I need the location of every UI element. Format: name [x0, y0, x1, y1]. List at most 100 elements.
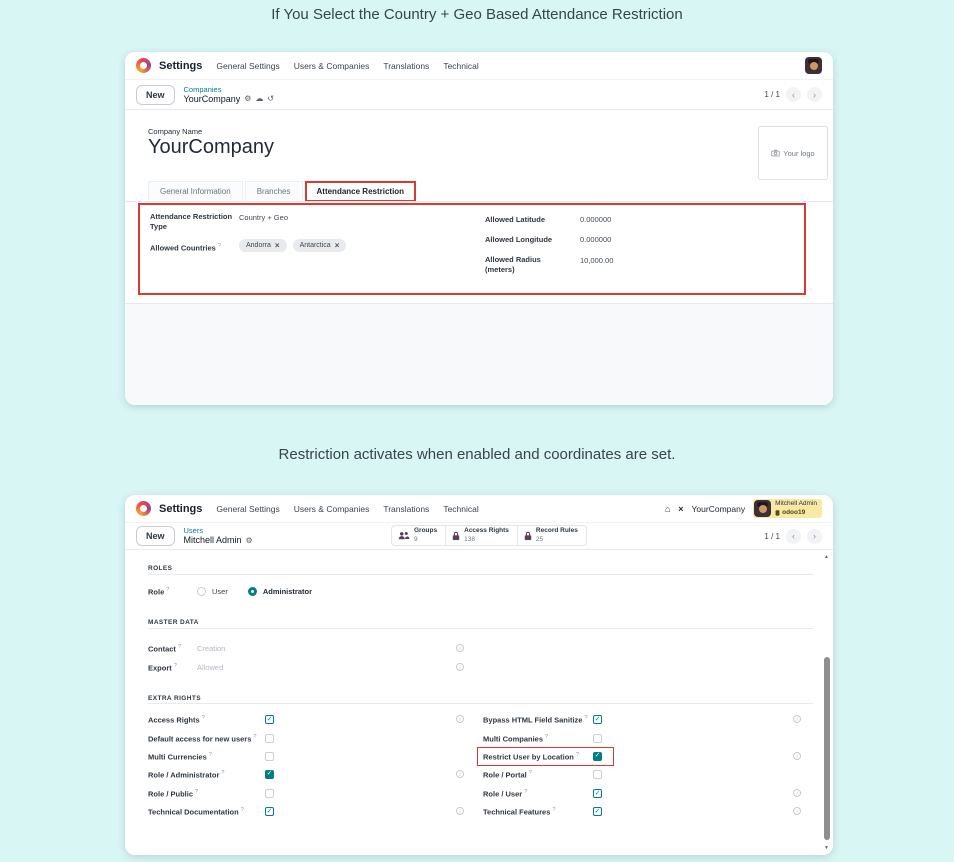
divider — [148, 574, 813, 575]
checkbox[interactable] — [265, 734, 274, 743]
checkbox[interactable] — [265, 807, 274, 816]
access-rights-stat-button[interactable]: Access Rights 138 — [446, 525, 518, 546]
checkbox[interactable] — [265, 752, 274, 761]
role-field-row: Role User Administrator — [148, 587, 312, 597]
lock-icon — [524, 531, 532, 540]
allowed-latitude-value[interactable]: 0.000000 — [580, 215, 612, 224]
contact-value[interactable]: Creation — [197, 644, 226, 653]
app-menu-settings[interactable]: Settings — [159, 59, 203, 72]
control-bar: New Users Mitchell Admin ⚙ Groups 9 — [125, 523, 833, 550]
stat-buttons: Groups 9 Access Rights 138 — [391, 525, 587, 546]
radio-user[interactable] — [197, 587, 206, 597]
checkbox[interactable] — [265, 715, 274, 724]
export-row: Export Allowed — [148, 662, 468, 674]
breadcrumb: Users Mitchell Admin ⚙ — [184, 526, 253, 546]
default-access-row: Default access for new users — [148, 733, 470, 745]
pager: 1 / 1 ‹ › — [764, 87, 822, 102]
lock-icon — [452, 531, 460, 540]
attendance-type-value[interactable]: Country + Geo — [239, 213, 288, 222]
prev-page-button[interactable]: ‹ — [786, 528, 801, 544]
database-icon — [775, 509, 780, 516]
gear-icon[interactable]: ⚙ — [245, 535, 253, 545]
tag-andorra[interactable]: Andorra — [239, 239, 287, 252]
radio-administrator[interactable] — [247, 587, 257, 597]
radio-user-label[interactable]: User — [212, 587, 228, 597]
tag-antarctica[interactable]: Antarctica — [292, 239, 347, 252]
company-form-sheet: Company Name YourCompany Your logo Gener… — [125, 110, 833, 304]
home-icon[interactable]: ⌂ — [664, 503, 671, 514]
groups-stat-button[interactable]: Groups 9 — [391, 525, 447, 546]
cloud-save-icon[interactable]: ☁ — [255, 94, 264, 104]
scrollbar-thumb[interactable] — [823, 657, 830, 840]
remove-tag-icon[interactable] — [335, 242, 340, 250]
discard-icon[interactable]: ↺ — [267, 94, 275, 104]
menu-users-companies[interactable]: Users & Companies — [293, 60, 370, 71]
checkbox[interactable] — [593, 789, 602, 798]
technical-features-row: Technical Features — [483, 806, 805, 818]
checkbox[interactable] — [593, 715, 602, 724]
checkbox[interactable] — [593, 807, 602, 816]
breadcrumb-parent[interactable]: Companies — [183, 84, 222, 94]
app-menu-settings[interactable]: Settings — [159, 502, 203, 515]
allowed-radius-value[interactable]: 10,000.00 — [580, 256, 614, 265]
menu-users-companies[interactable]: Users & Companies — [293, 503, 370, 514]
new-button[interactable]: New — [136, 526, 175, 546]
highlight-box-restrict-user — [477, 747, 614, 766]
attendance-type-label: Attendance Restriction Type — [150, 212, 233, 232]
new-button[interactable]: New — [136, 84, 175, 105]
section-master-data: MASTER DATA — [148, 619, 199, 626]
allowed-radius-label: Allowed Radius (meters) — [485, 255, 541, 275]
checkbox[interactable] — [265, 789, 274, 798]
checkbox[interactable] — [593, 752, 602, 761]
control-bar: New Companies YourCompany ⚙ ☁ ↺ 1 / 1 ‹ … — [125, 80, 833, 110]
user-menu[interactable]: Mitchell Admin odoo19 — [753, 499, 822, 518]
company-name-value[interactable]: YourCompany — [148, 136, 275, 158]
section-extra-rights: EXTRA RIGHTS — [148, 695, 201, 702]
next-page-button[interactable]: › — [807, 87, 822, 102]
info-icon — [793, 752, 801, 760]
prev-page-button[interactable]: ‹ — [786, 87, 801, 102]
checkbox[interactable] — [265, 770, 274, 779]
odoo-logo-icon — [136, 501, 151, 516]
menu-general-settings[interactable]: General Settings — [216, 503, 280, 514]
tab-branches[interactable]: Branches — [244, 181, 303, 202]
scroll-up-icon[interactable]: ▲ — [824, 554, 829, 560]
company-name-label: Company Name — [148, 127, 203, 136]
tab-general-information[interactable]: General Information — [148, 181, 243, 202]
role-user-row: Role / User — [483, 788, 805, 800]
menu-translations[interactable]: Translations — [383, 503, 430, 514]
active-company[interactable]: YourCompany — [691, 503, 746, 514]
role-public-row: Role / Public — [148, 788, 470, 800]
breadcrumb-parent[interactable]: Users — [183, 526, 204, 536]
company-logo-upload[interactable]: Your logo — [758, 126, 828, 180]
scrollbar: ▲ ▼ — [822, 552, 831, 853]
bypass-html-sanitize-row: Bypass HTML Field Sanitize — [483, 714, 805, 726]
remove-tag-icon[interactable] — [275, 242, 280, 250]
users-icon — [398, 532, 410, 540]
checkbox[interactable] — [593, 734, 602, 743]
record-rules-stat-button[interactable]: Record Rules 25 — [517, 525, 587, 546]
allowed-longitude-value[interactable]: 0.000000 — [580, 235, 612, 244]
menu-general-settings[interactable]: General Settings — [216, 60, 280, 71]
gear-icon[interactable]: ⚙ — [244, 94, 252, 104]
breadcrumb: Companies YourCompany ⚙ ☁ ↺ — [184, 85, 275, 105]
menu-technical[interactable]: Technical — [443, 503, 479, 514]
contact-row: Contact Creation — [148, 643, 468, 655]
checkbox[interactable] — [593, 770, 602, 779]
tab-divider — [125, 201, 833, 202]
scroll-down-icon[interactable]: ▼ — [824, 845, 829, 851]
radio-administrator-label[interactable]: Administrator — [262, 587, 313, 597]
menu-translations[interactable]: Translations — [383, 60, 430, 71]
tab-attendance-restriction[interactable]: Attendance Restriction — [304, 181, 417, 202]
export-value[interactable]: Allowed — [197, 663, 224, 672]
caption-middle: Restriction activates when enabled and c… — [278, 446, 676, 463]
multi-companies-row: Multi Companies — [483, 733, 805, 745]
info-icon — [793, 715, 801, 723]
screenshot-user-settings: Settings General Settings Users & Compan… — [125, 495, 833, 855]
info-icon — [793, 807, 801, 815]
odoo-logo-icon — [136, 58, 151, 73]
next-page-button[interactable]: › — [807, 528, 822, 544]
user-avatar[interactable] — [805, 57, 822, 74]
menu-technical[interactable]: Technical — [443, 60, 479, 71]
shuffle-icon[interactable]: × — [678, 503, 684, 514]
